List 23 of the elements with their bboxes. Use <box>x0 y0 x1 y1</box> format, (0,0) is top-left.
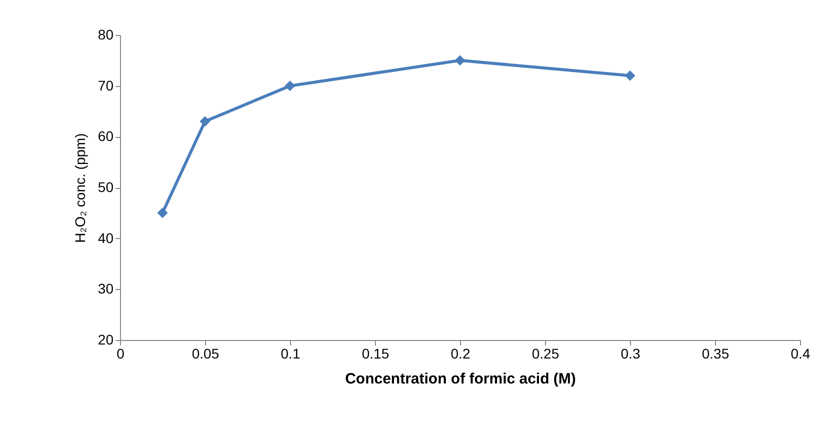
x-tick-label: 0 <box>116 346 125 362</box>
x-tick-label: 0.25 <box>532 346 560 362</box>
x-tick-label: 0.3 <box>620 346 640 362</box>
x-tick-label: 0.15 <box>362 346 390 362</box>
x-tick-label: 0.1 <box>280 346 300 362</box>
y-tick-label: 80 <box>98 26 114 42</box>
y-tick-label: 50 <box>98 179 114 195</box>
y-tick-label: 30 <box>98 280 114 297</box>
point <box>200 116 210 127</box>
point <box>454 55 466 66</box>
y-tick-label: 60 <box>98 128 114 144</box>
point <box>157 208 168 218</box>
y-tick-label: 70 <box>98 77 114 94</box>
x-tick-label: 0.05 <box>192 346 220 362</box>
y-tick-label: 40 <box>98 230 114 246</box>
point <box>284 80 296 92</box>
x-axis-title: Concentration of formic acid (M) <box>345 370 576 388</box>
x-tick-label: 0.2 <box>450 346 470 362</box>
y-axis-title: H₂O₂ conc. (ppm) <box>72 133 88 243</box>
y-tick-label: 20 <box>98 332 114 348</box>
x-tick-label: 0.35 <box>702 346 730 362</box>
x-tick-label: 0.4 <box>790 346 810 362</box>
point <box>624 70 636 81</box>
